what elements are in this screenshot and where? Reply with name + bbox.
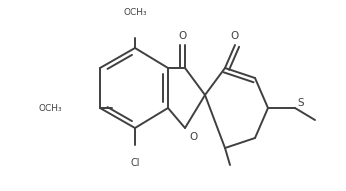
Text: O: O <box>231 31 239 41</box>
Text: OCH₃: OCH₃ <box>123 7 147 16</box>
Text: O: O <box>179 31 187 41</box>
Text: S: S <box>297 98 304 108</box>
Text: Cl: Cl <box>130 158 140 168</box>
Text: O: O <box>189 132 197 142</box>
Text: OCH₃: OCH₃ <box>38 104 62 112</box>
